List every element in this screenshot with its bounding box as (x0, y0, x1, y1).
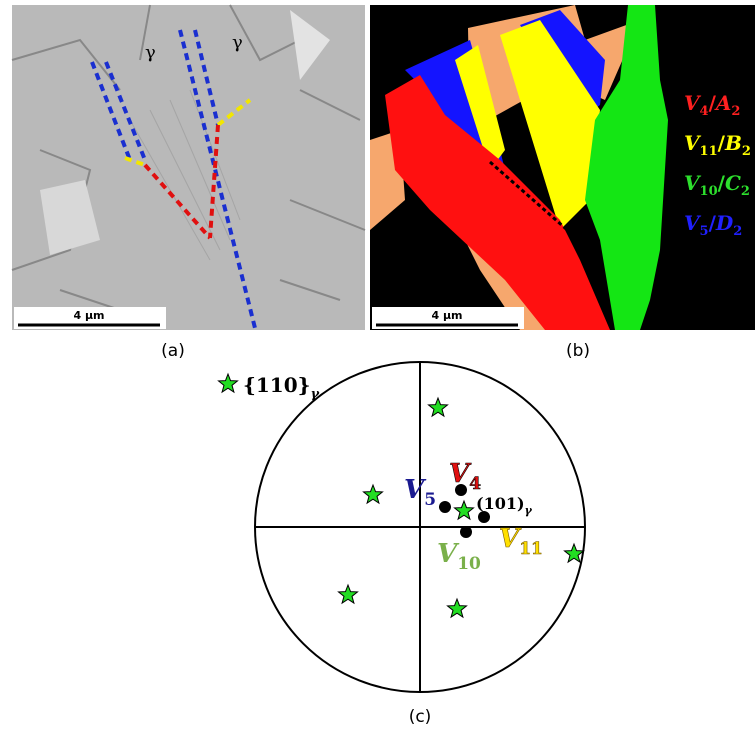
panel-a: γ γ 4 µm (a) (12, 5, 365, 361)
scale-label: 4 µm (431, 309, 462, 322)
pole-star (448, 599, 467, 617)
gamma-label: γ (145, 42, 156, 63)
group: D (715, 211, 734, 235)
variant-index: 10 (700, 184, 718, 199)
variant-pole (460, 526, 472, 538)
label-text: {110} (243, 373, 310, 397)
pole-star (364, 485, 383, 503)
legend-entry: V10/C2 (684, 171, 750, 199)
pole-star (455, 501, 474, 519)
label-subscript: γ (310, 387, 320, 402)
variant-pole (478, 511, 490, 523)
pole-star (219, 374, 238, 392)
pole-star (339, 585, 358, 603)
group-index: 2 (733, 224, 742, 239)
pole-star (429, 398, 448, 416)
group-index: 2 (741, 184, 750, 199)
label-subscript: 4 (469, 474, 481, 494)
scale-label: 4 µm (73, 309, 104, 322)
variant-index: 11 (700, 144, 718, 159)
group: B (724, 131, 742, 155)
label-text: (101) (476, 494, 525, 513)
group: C (725, 171, 741, 195)
variant-label: V5 (404, 475, 436, 510)
caption: (b) (566, 341, 590, 361)
caption: (a) (161, 341, 185, 361)
legend-label: {110}γ (243, 373, 320, 402)
gamma-label: γ (232, 32, 243, 53)
variant-label: V10 (437, 539, 481, 574)
caption: (c) (409, 707, 432, 727)
legend-entry: V11/B2 (684, 131, 751, 159)
group: A (714, 91, 732, 115)
variant-index: 4 (700, 104, 709, 119)
figure: γ γ 4 µm (a) 4 µm V4/A2V11/B2V10/C2V5/D2… (0, 0, 755, 734)
variant-index: 5 (700, 224, 709, 239)
label-subscript: 10 (457, 554, 481, 574)
pole-star (565, 544, 584, 562)
variant-pole (439, 501, 451, 513)
label-subscript: 5 (424, 490, 436, 510)
label-subscript: γ (525, 504, 533, 517)
group-index: 2 (742, 144, 751, 159)
variant-label: V11 (499, 524, 543, 559)
group-index: 2 (731, 104, 740, 119)
variant-label: V4 (449, 459, 481, 494)
label-subscript: 11 (519, 539, 543, 559)
